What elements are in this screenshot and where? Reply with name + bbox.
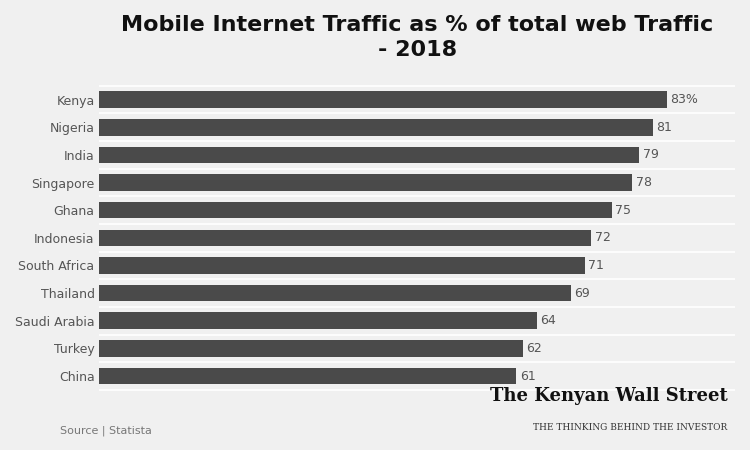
Bar [100, 257, 585, 274]
Bar [100, 368, 516, 384]
Text: 69: 69 [574, 287, 590, 300]
Text: 75: 75 [616, 204, 632, 216]
Text: Source | Statista: Source | Statista [60, 426, 152, 436]
Text: 81: 81 [656, 121, 672, 134]
Bar [100, 119, 653, 135]
Text: 72: 72 [595, 231, 610, 244]
Bar [100, 91, 667, 108]
Text: 83%: 83% [670, 93, 698, 106]
Text: The Kenyan Wall Street: The Kenyan Wall Street [490, 387, 728, 405]
Text: 79: 79 [643, 148, 658, 162]
Text: 78: 78 [636, 176, 652, 189]
Text: 71: 71 [588, 259, 604, 272]
Text: 64: 64 [540, 314, 556, 327]
Bar [100, 230, 592, 246]
Bar [100, 285, 571, 302]
Bar [100, 202, 612, 218]
Bar [100, 174, 632, 191]
Text: 61: 61 [520, 369, 536, 382]
Title: Mobile Internet Traffic as % of total web Traffic
- 2018: Mobile Internet Traffic as % of total we… [121, 15, 713, 60]
Text: 62: 62 [526, 342, 542, 355]
Text: THE THINKING BEHIND THE INVESTOR: THE THINKING BEHIND THE INVESTOR [533, 423, 728, 432]
Bar [100, 340, 524, 357]
Bar [100, 312, 537, 329]
Bar [100, 147, 639, 163]
